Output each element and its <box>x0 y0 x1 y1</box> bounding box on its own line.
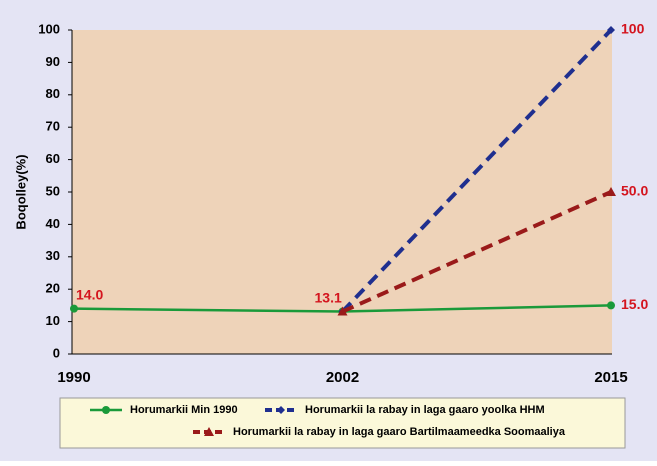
y-tick-label: 20 <box>46 281 60 296</box>
y-axis-label: Boqolley(%) <box>13 154 28 229</box>
data-label: 13.1 <box>315 289 342 305</box>
y-tick-label: 10 <box>46 313 60 328</box>
legend-label: Horumarkii Min 1990 <box>130 404 238 416</box>
plot-area <box>72 30 612 354</box>
x-tick-label: 1990 <box>57 369 90 386</box>
series-line <box>341 190 612 314</box>
data-label: 100 <box>621 21 645 37</box>
legend-marker <box>204 427 214 436</box>
y-tick-label: 50 <box>46 183 60 198</box>
x-tick-label: 2015 <box>594 369 627 386</box>
marker <box>607 26 615 34</box>
y-tick-label: 90 <box>46 54 60 69</box>
marker <box>606 187 616 196</box>
y-tick-label: 60 <box>46 151 60 166</box>
data-label: 14.0 <box>76 286 103 302</box>
legend-label: Horumarkii la rabay in laga gaaro yoolka… <box>305 404 545 416</box>
y-tick-label: 40 <box>46 216 60 231</box>
marker <box>70 304 78 313</box>
legend-marker <box>102 406 110 414</box>
y-tick-label: 0 <box>53 345 60 360</box>
y-tick-label: 30 <box>46 248 60 263</box>
y-tick-label: 80 <box>46 86 60 101</box>
y-tick-label: 100 <box>38 21 60 36</box>
y-tick-label: 70 <box>46 119 60 134</box>
marker <box>337 306 348 316</box>
data-label: 15.0 <box>621 296 648 312</box>
series-line <box>341 28 613 313</box>
legend <box>59 397 626 449</box>
x-tick-label: 2002 <box>326 369 359 386</box>
marker <box>607 301 615 310</box>
legend-marker <box>277 406 285 414</box>
legend-label: Horumarkii la rabay in laga gaaro Bartil… <box>233 426 566 438</box>
data-label: 50.0 <box>621 183 648 199</box>
